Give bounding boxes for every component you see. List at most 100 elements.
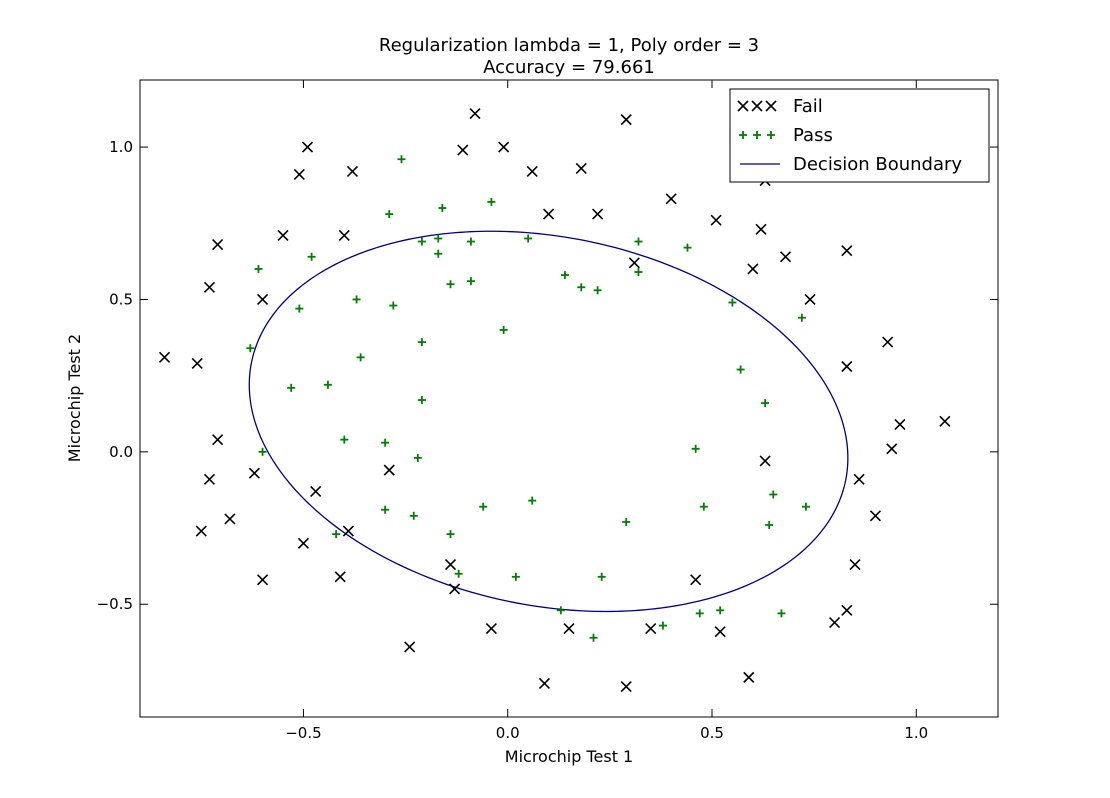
data-point-pass — [769, 490, 778, 499]
data-point-fail — [224, 513, 236, 525]
data-point-fail — [383, 464, 395, 476]
data-point-fail — [257, 293, 269, 306]
data-point-pass — [487, 197, 496, 206]
data-point-fail — [195, 525, 207, 537]
legend-label-boundary: Decision Boundary — [793, 154, 962, 175]
chart-title: Regularization lambda = 1, Poly order = … — [379, 35, 759, 56]
data-point-pass — [446, 280, 455, 289]
y-tick-label: 0.5 — [109, 290, 133, 308]
data-point-fail — [869, 510, 881, 522]
data-point-fail — [620, 680, 632, 693]
data-point-fail — [338, 229, 350, 242]
data-point-fail — [158, 351, 171, 363]
data-point-fail — [710, 214, 722, 226]
data-point-pass — [479, 502, 488, 511]
y-axis-label: Microchip Test 2 — [65, 334, 84, 462]
data-point-pass — [454, 569, 463, 578]
data-point-fail — [690, 574, 702, 586]
data-point-pass — [499, 325, 508, 334]
x-axis-label: Microchip Test 1 — [505, 747, 633, 766]
data-point-pass — [438, 204, 447, 213]
data-point-pass — [254, 264, 263, 273]
data-point-pass — [409, 511, 418, 520]
data-point-pass — [446, 530, 455, 539]
data-point-pass — [389, 301, 398, 310]
data-point-pass — [801, 502, 810, 511]
data-point-pass — [295, 304, 304, 313]
data-point-pass — [765, 520, 774, 529]
data-point-pass — [761, 399, 770, 408]
data-point-pass — [577, 283, 586, 292]
y-tick-label: −0.5 — [97, 595, 133, 613]
data-point-fail — [755, 223, 767, 235]
data-point-fail — [203, 281, 216, 293]
plot-content — [158, 107, 951, 693]
data-point-pass — [728, 298, 737, 307]
data-point-pass — [417, 396, 426, 405]
data-point-fail — [743, 671, 755, 683]
data-point-fail — [575, 162, 587, 174]
data-point-pass — [691, 444, 700, 453]
series-pass — [246, 155, 810, 642]
series-fail — [158, 107, 951, 693]
legend-marker-pass — [767, 131, 775, 139]
legend-label-pass: Pass — [793, 125, 833, 146]
data-point-pass — [597, 572, 606, 581]
legend-marker-fail — [751, 100, 763, 112]
data-point-pass — [417, 338, 426, 347]
data-point-pass — [622, 517, 631, 526]
data-point-fail — [212, 434, 224, 446]
data-point-fail — [841, 245, 853, 257]
data-point-pass — [524, 234, 533, 243]
legend: Fail Pass Decision Boundary — [729, 88, 990, 183]
data-point-fail — [191, 357, 203, 370]
chart-subtitle: Accuracy = 79.661 — [483, 57, 655, 78]
data-point-pass — [695, 609, 704, 618]
data-point-pass — [699, 502, 708, 511]
data-point-pass — [797, 313, 806, 322]
data-point-fail — [310, 485, 322, 498]
data-point-pass — [528, 496, 537, 505]
legend-marker-pass — [739, 131, 747, 139]
data-point-pass — [658, 621, 667, 630]
data-point-pass — [716, 606, 725, 615]
legend-pass-markers — [739, 131, 775, 139]
data-point-pass — [736, 365, 745, 374]
legend-label-fail: Fail — [793, 96, 823, 117]
data-point-fail — [665, 193, 677, 205]
data-point-fail — [203, 473, 216, 485]
data-point-fail — [297, 537, 309, 549]
data-point-fail — [882, 336, 894, 348]
data-point-pass — [287, 383, 296, 392]
data-point-fail — [301, 141, 314, 153]
data-point-fail — [841, 604, 853, 616]
plot-frame — [139, 79, 999, 718]
data-point-pass — [413, 453, 422, 462]
decision-boundary — [248, 230, 849, 613]
data-point-fail — [939, 415, 951, 427]
data-point-fail — [829, 616, 841, 629]
data-point-fail — [645, 623, 657, 635]
data-point-pass — [385, 210, 394, 219]
x-tick-label: 0.0 — [496, 724, 520, 742]
data-point-fail — [841, 360, 853, 373]
data-point-pass — [381, 505, 390, 514]
y-tick-label: 0.0 — [109, 443, 133, 461]
data-point-fail — [404, 641, 416, 653]
legend-marker-fail — [737, 100, 749, 112]
data-point-fail — [759, 455, 771, 467]
axis-ticks: −0.5 0.0 0.5 1.0 −0.5 0.0 0.5 1.0 — [97, 80, 998, 742]
data-point-pass — [246, 344, 255, 353]
data-point-pass — [356, 353, 365, 362]
data-point-fail — [449, 583, 461, 595]
data-point-pass — [683, 243, 692, 252]
data-point-pass — [340, 435, 349, 444]
data-point-fail — [526, 165, 538, 178]
x-tick-label: 0.5 — [700, 724, 724, 742]
data-point-pass — [381, 438, 390, 447]
data-point-fail — [498, 141, 510, 153]
data-point-pass — [560, 271, 569, 280]
y-tick-label: 1.0 — [109, 138, 133, 156]
data-point-fail — [248, 467, 260, 479]
